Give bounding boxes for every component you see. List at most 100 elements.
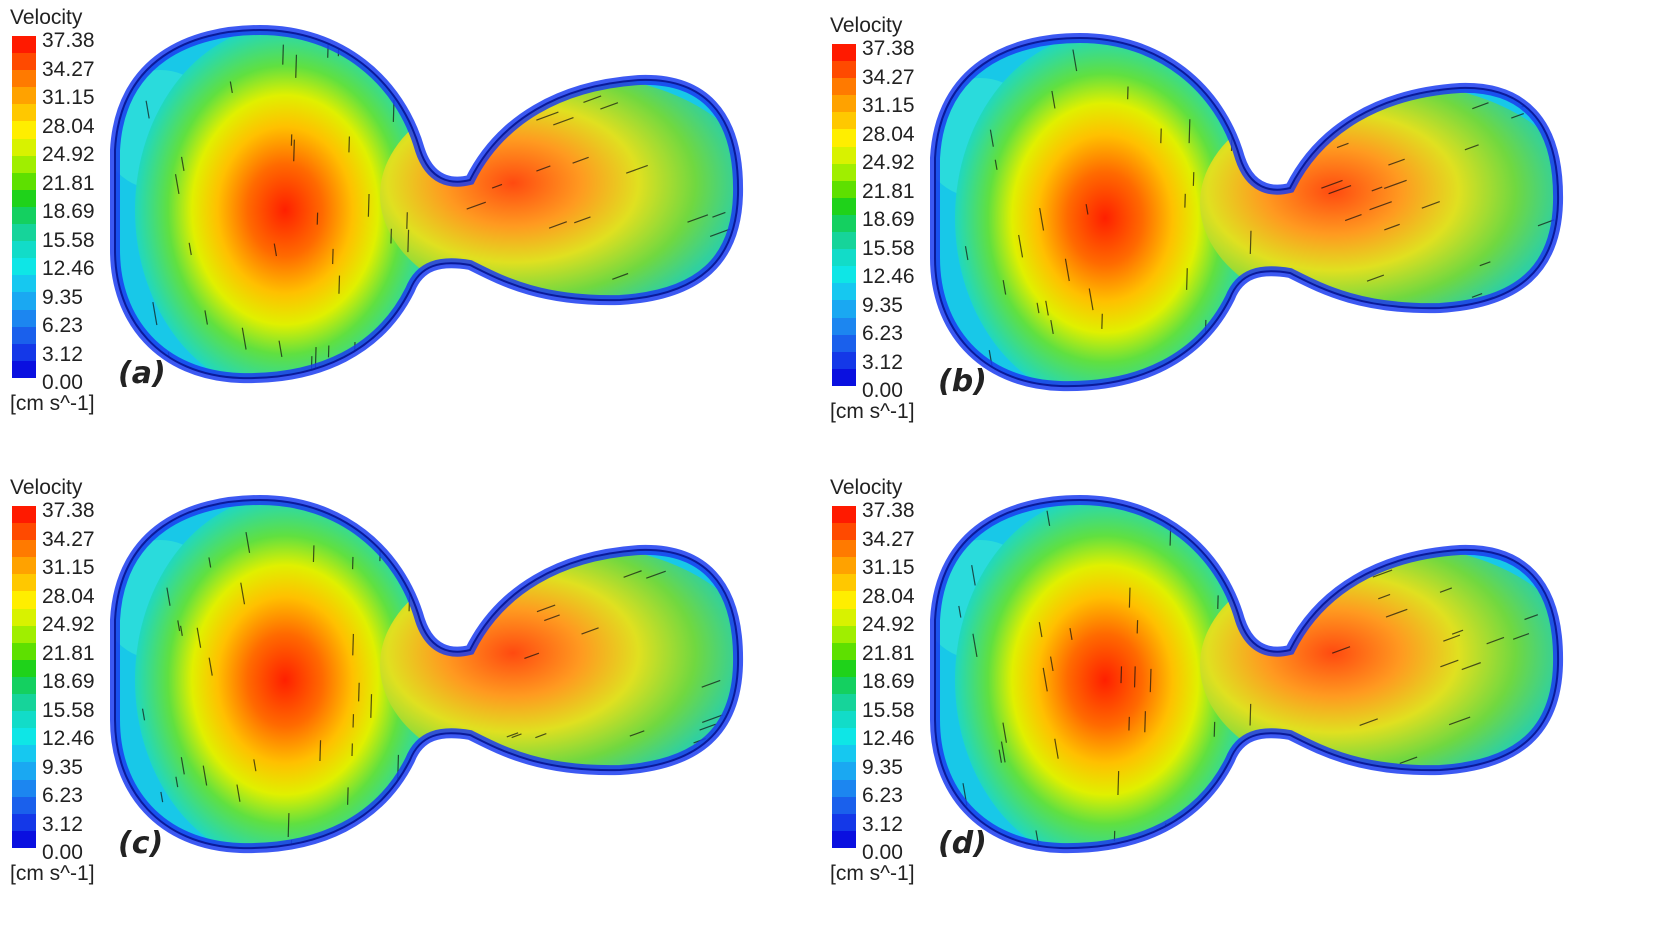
colorbar-tick-label: 6.23 [862, 785, 903, 806]
velocity-vector [1279, 749, 1289, 753]
velocity-vector [1535, 45, 1557, 53]
colorbar-title: Velocity [830, 14, 902, 38]
velocity-vector [1129, 588, 1130, 608]
colorbar-band [832, 95, 856, 112]
colorbar [12, 36, 36, 378]
colorbar-band [832, 129, 856, 146]
colorbar-band [832, 232, 856, 249]
colorbar-band [832, 198, 856, 215]
colorbar-tick-label: 28.04 [42, 116, 95, 137]
colorbar-band [12, 745, 36, 762]
colorbar-band [832, 352, 856, 369]
colorbar-band [12, 344, 36, 361]
colorbar-tick-label: 31.15 [862, 95, 915, 116]
colorbar-band [12, 780, 36, 797]
colorbar-band [832, 711, 856, 728]
colorbar-band [12, 139, 36, 156]
velocity-vector [359, 683, 360, 702]
colorbar [832, 506, 856, 848]
colorbar-band [12, 87, 36, 104]
colorbar-band [832, 506, 856, 523]
colorbar [832, 44, 856, 386]
colorbar-tick-label: 18.69 [862, 209, 915, 230]
velocity-vector [1150, 669, 1151, 692]
velocity-vector [408, 230, 409, 252]
velocity-vector [1521, 537, 1543, 545]
colorbar-tick-label: 3.12 [862, 814, 903, 835]
colorbar-tick-label: 12.46 [42, 258, 95, 279]
colorbar-band [12, 540, 36, 557]
colorbar-tick-label: 0.00 [42, 372, 83, 393]
colorbar-tick-label: 34.27 [862, 529, 915, 550]
velocity-vector [1526, 76, 1542, 82]
colorbar-tick-label: 9.35 [862, 757, 903, 778]
velocity-vector [1387, 526, 1397, 530]
colorbar-band [832, 249, 856, 266]
colorbar-band [12, 121, 36, 138]
colorbar-tick-label: 28.04 [42, 586, 95, 607]
colorbar-tick-label: 15.58 [862, 238, 915, 259]
velocity-vector [1145, 711, 1146, 732]
colorbar-band [832, 831, 856, 848]
colorbar-tick-label: 34.27 [862, 67, 915, 88]
colorbar-tick-label: 28.04 [862, 586, 915, 607]
velocity-vector [294, 140, 295, 162]
colorbar-band [12, 762, 36, 779]
velocity-vector [483, 820, 494, 824]
velocity-vector [1279, 508, 1300, 516]
colorbar-band [832, 181, 856, 198]
velocity-vector [371, 694, 372, 718]
velocity-vector [365, 357, 366, 376]
colorbar-tick-label: 3.12 [42, 814, 83, 835]
colorbar-band [12, 626, 36, 643]
colorbar-tick-label: 18.69 [42, 201, 95, 222]
colorbar-band [832, 574, 856, 591]
velocity-vector [498, 316, 510, 320]
colorbar-tick-label: 18.69 [42, 671, 95, 692]
velocity-vector [651, 522, 673, 530]
velocity-vector [512, 107, 522, 111]
velocity-vector [372, 342, 373, 364]
colorbar-tick-label: 15.58 [862, 700, 915, 721]
velocity-vector [1510, 342, 1531, 350]
colorbar-tick-label: 37.38 [42, 500, 95, 521]
colorbar-tick-label: 9.35 [42, 287, 83, 308]
colorbar-band [12, 156, 36, 173]
colorbar-tick-label: 3.12 [862, 352, 903, 373]
colorbar-band [12, 557, 36, 574]
velocity-vector [1525, 356, 1545, 363]
colorbar-band [12, 591, 36, 608]
colorbar-band [832, 591, 856, 608]
colorbar-band [12, 224, 36, 241]
colorbar-tick-label: 15.58 [42, 700, 95, 721]
colorbar-band [12, 814, 36, 831]
velocity-vector [514, 306, 534, 313]
colorbar-units: [cm s^-1] [10, 862, 95, 886]
velocity-vector [1273, 358, 1292, 365]
colorbar-band [832, 643, 856, 660]
panel-label: (b) [938, 364, 987, 399]
velocity-vector [1268, 70, 1269, 92]
colorbar-tick-label: 12.46 [862, 728, 915, 749]
colorbar-band [12, 173, 36, 190]
velocity-vector [567, 37, 588, 45]
velocity-vector [1189, 119, 1190, 143]
colorbar-band [832, 626, 856, 643]
colorbar-band [12, 523, 36, 540]
colorbar-band [832, 335, 856, 352]
colorbar-band [832, 61, 856, 78]
colorbar-band [12, 609, 36, 626]
colorbar-band [12, 275, 36, 292]
colorbar-band [832, 44, 856, 61]
colorbar-tick-label: 9.35 [42, 757, 83, 778]
colorbar-band [12, 574, 36, 591]
velocity-vector [691, 805, 707, 811]
colorbar-band [832, 797, 856, 814]
velocity-vector [579, 812, 594, 817]
velocity-vector [320, 740, 321, 761]
colorbar-band [12, 36, 36, 53]
panel-a: Velocity 37.38 34.27 31.15 28.04 24.92 21.81 18… [0, 0, 820, 470]
velocity-vector [1535, 323, 1546, 327]
velocity-vector [705, 360, 725, 367]
velocity-vector [539, 333, 556, 339]
